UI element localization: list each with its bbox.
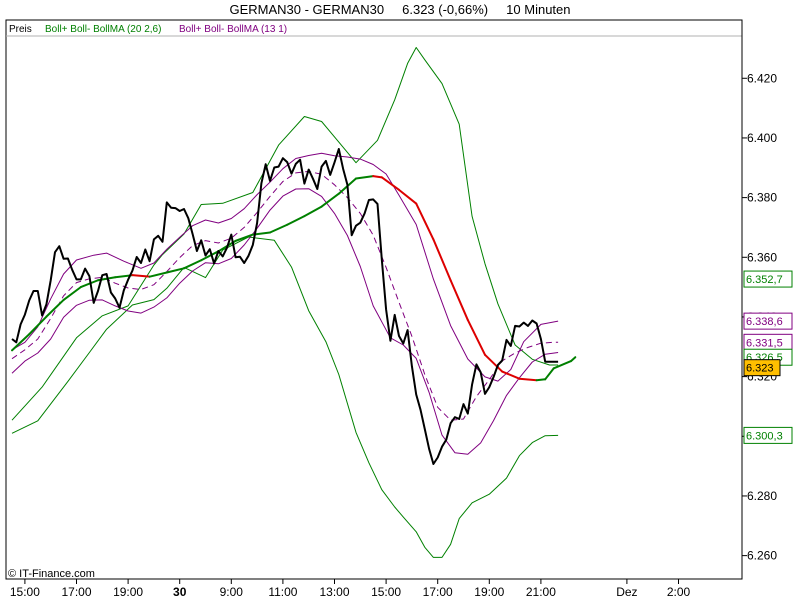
series-segment xyxy=(320,192,340,208)
series-segment xyxy=(432,238,452,282)
value-badge xyxy=(743,359,781,377)
x-tick-label: Dez xyxy=(616,585,637,599)
series-segment xyxy=(303,205,323,218)
series-segment xyxy=(570,356,577,363)
y-tick-label: 6.280 xyxy=(747,489,777,503)
x-tick-label: 17:00 xyxy=(423,585,453,599)
series-segment xyxy=(355,175,375,180)
series-layer xyxy=(11,47,577,558)
series-segment xyxy=(234,233,254,242)
series-segment xyxy=(501,370,521,380)
series-segment xyxy=(165,267,185,274)
series-segment xyxy=(45,298,65,318)
x-tick-label: 9:00 xyxy=(220,585,244,599)
y-tick-label: 6.420 xyxy=(747,71,777,85)
plot-frame xyxy=(5,19,743,580)
series-segment xyxy=(544,367,555,381)
legend-entry: Boll+ Boll- BollMA (20 2,6) xyxy=(45,24,161,35)
chart-title: GERMAN30 - GERMAN30 6.323 (-0,66%) 10 Mi… xyxy=(229,2,571,17)
x-tick-label: 19:00 xyxy=(474,585,504,599)
series-segment xyxy=(131,274,151,278)
series-segment xyxy=(466,318,486,356)
bollinger-line xyxy=(11,236,559,558)
series-segment xyxy=(380,176,400,191)
series-segment xyxy=(535,378,547,382)
series-segment xyxy=(200,250,220,262)
series-segment xyxy=(286,215,306,226)
x-tick-label: 17:00 xyxy=(61,585,91,599)
value-badge-label: 6.300,3 xyxy=(746,430,783,442)
value-badge-label: 6.338,6 xyxy=(746,316,783,328)
price-line xyxy=(11,148,559,465)
series-segment xyxy=(79,279,99,289)
x-axis: 15:00 17:00 19:00 30 9:00 11:00 13:00 15:00 17:0… xyxy=(10,579,691,599)
legend-entry: Boll+ Boll- BollMA (13 1) xyxy=(179,24,287,35)
value-badge-label: 6.331,5 xyxy=(746,337,783,349)
y-tick-label: 6.380 xyxy=(747,191,777,205)
bollinger-line xyxy=(11,188,559,455)
series-segment xyxy=(183,259,203,270)
credit-text: © IT-Finance.com xyxy=(8,568,95,580)
value-badge xyxy=(743,426,793,444)
legend-entry: Preis xyxy=(9,24,32,35)
x-tick-label: 15:00 xyxy=(371,585,401,599)
series-segment xyxy=(398,188,418,205)
series-segment xyxy=(269,223,289,234)
bollinger-line xyxy=(11,152,559,382)
x-tick-label: 30 xyxy=(173,585,187,599)
series-segment xyxy=(552,360,572,370)
x-tick-label: 11:00 xyxy=(268,585,297,599)
bollinger-line xyxy=(11,47,559,421)
x-tick-label: 2:00 xyxy=(667,585,691,599)
series-segment xyxy=(28,315,48,336)
value-badge xyxy=(743,312,793,330)
value-badge-label: 6.352,7 xyxy=(746,274,783,286)
x-tick-label: 21:00 xyxy=(526,585,556,599)
series-segment xyxy=(148,271,168,278)
y-tick-label: 6.360 xyxy=(747,250,777,264)
series-segment xyxy=(484,353,504,373)
value-badge-label: 6.323 xyxy=(746,363,774,375)
series-segment xyxy=(449,279,469,321)
x-tick-label: 13:00 xyxy=(319,585,349,599)
x-tick-label: 15:00 xyxy=(10,585,40,599)
legend: Preis Boll+ Boll- BollMA (20 2,6) Boll+ Bo… xyxy=(9,24,287,35)
series-segment xyxy=(518,377,538,382)
y-tick-label: 6.260 xyxy=(747,549,777,563)
x-tick-label: 19:00 xyxy=(113,585,143,599)
series-segment xyxy=(372,175,383,179)
series-segment xyxy=(415,202,435,241)
value-badge xyxy=(743,270,793,288)
y-tick-label: 6.400 xyxy=(747,131,777,145)
series-segment xyxy=(62,286,82,301)
series-segment xyxy=(11,333,31,352)
